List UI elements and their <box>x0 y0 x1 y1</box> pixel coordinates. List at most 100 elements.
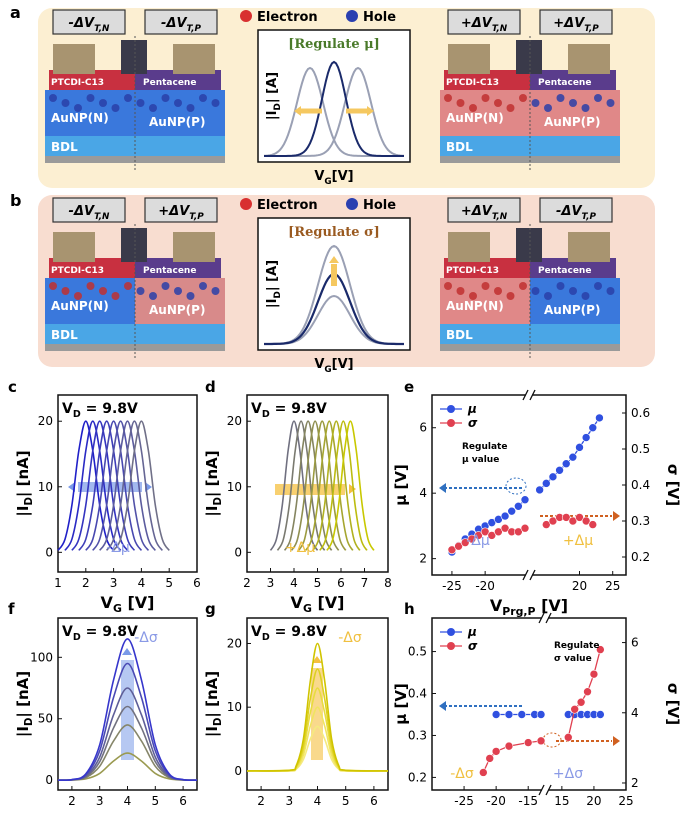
x-tick-label: 8 <box>384 576 392 590</box>
regulate-note: Regulate <box>462 442 507 452</box>
panel-label: a <box>10 3 21 22</box>
y-axis-label: |ID| [nA] <box>14 671 35 737</box>
regulate-note: μ value <box>462 455 499 465</box>
subscript: T,N <box>492 24 508 34</box>
legend-label: Hole <box>363 198 396 213</box>
charge <box>74 104 82 112</box>
charge <box>494 287 502 295</box>
charge <box>74 292 82 300</box>
layer-label: AuNP(P) <box>544 115 600 129</box>
legend-marker <box>447 405 455 413</box>
charge <box>174 287 182 295</box>
text-part: V <box>314 357 324 372</box>
series-marker <box>548 516 558 526</box>
layer-p <box>530 70 616 90</box>
series-marker <box>536 736 546 746</box>
series-marker <box>494 527 503 537</box>
axis-break <box>545 784 552 796</box>
charge <box>199 94 207 102</box>
subscript: T,P <box>584 24 599 34</box>
charge <box>481 282 490 290</box>
subscript: D <box>262 409 270 420</box>
y-axis-label: |ID| [nA] <box>203 671 224 737</box>
layer-p <box>135 258 221 278</box>
tag-label: +ΔVT,N <box>461 16 508 34</box>
chart: -25 -20 20 25 2 4 6 0.2 0.3 0.4 0.5 0.6 VPrg,P [V] μ … <box>392 378 682 618</box>
axis-break <box>522 389 529 401</box>
device: +ΔVT,N -ΔVT,P PTCDI-C13 Pentacene AuNP(N) AuN… <box>440 197 620 358</box>
x-tick-label: -20 <box>486 794 506 808</box>
text-part: [V] <box>122 593 155 612</box>
charge <box>481 94 490 102</box>
legend-marker <box>346 198 358 210</box>
series-marker <box>520 523 530 533</box>
tag-label: +ΔVT,N <box>461 204 508 222</box>
panel-label: c <box>8 378 17 396</box>
axis-break-gap <box>526 573 532 577</box>
x-tick-label: 5 <box>342 794 350 808</box>
layer-base <box>45 156 225 163</box>
highlight <box>505 477 527 495</box>
series-line <box>105 420 163 551</box>
y-tick-label: 4 <box>419 486 427 500</box>
inset-title: [Regulate σ] <box>288 225 380 240</box>
text-part: +ΔV <box>158 204 190 219</box>
subscript: T,P <box>582 212 597 222</box>
charge <box>569 287 577 295</box>
series-marker <box>447 545 457 555</box>
charge <box>531 99 540 107</box>
arrow-head <box>613 736 620 746</box>
tag-box <box>52 9 126 35</box>
text-part: V <box>251 401 262 417</box>
tag-box <box>539 9 613 35</box>
layer-label: AuNP(N) <box>51 111 109 125</box>
x-axis-label: VG [V] <box>291 811 345 814</box>
arrow-head <box>439 483 446 493</box>
x-tick-label: -15 <box>518 794 538 808</box>
axis-break <box>522 569 529 581</box>
x-axis-label: VG [V] <box>101 593 155 615</box>
legend-marker <box>447 419 455 427</box>
x-tick-label: 6 <box>179 794 187 808</box>
subscript: D <box>73 409 81 420</box>
series-marker <box>479 768 488 777</box>
shift-note: -Δσ <box>450 766 474 782</box>
shift-note: -Δμ <box>466 533 490 549</box>
axis-break <box>529 389 536 401</box>
axis-break-gap <box>542 788 549 792</box>
series-marker <box>541 520 551 529</box>
x-tick-label: 4 <box>290 576 298 590</box>
text-part: |I <box>14 726 33 737</box>
series-marker <box>581 433 591 442</box>
axis-break-gap <box>526 393 532 397</box>
series-line <box>283 420 333 551</box>
x-tick-label: 2 <box>257 794 265 808</box>
subscript: T,P <box>189 212 204 222</box>
charge <box>581 292 590 300</box>
series-marker <box>596 710 605 719</box>
x-tick-label: 3 <box>285 794 293 808</box>
y2-axis-label: σ [V] <box>664 683 682 725</box>
x-tick-label: 5 <box>151 794 159 808</box>
y-axis-label: |ID| [nA] <box>14 450 35 516</box>
y-tick-label: 0.3 <box>408 728 427 742</box>
series-line <box>297 420 347 551</box>
series-marker <box>561 513 571 522</box>
text-part: [V] <box>535 811 568 814</box>
text-part: V <box>251 624 262 640</box>
text-part: -ΔV <box>556 204 582 219</box>
shift-arrow <box>275 484 345 495</box>
series-line <box>99 420 156 551</box>
layer-label: PTCDI-C13 <box>51 266 104 276</box>
series-line <box>85 420 143 551</box>
subscript: D <box>213 718 224 726</box>
layer-label: PTCDI-C13 <box>446 266 499 276</box>
series-marker <box>561 459 571 469</box>
x-tick-label: 3 <box>267 576 275 590</box>
text-part: |I <box>265 110 280 120</box>
series-marker <box>523 738 533 747</box>
charge <box>149 104 157 112</box>
